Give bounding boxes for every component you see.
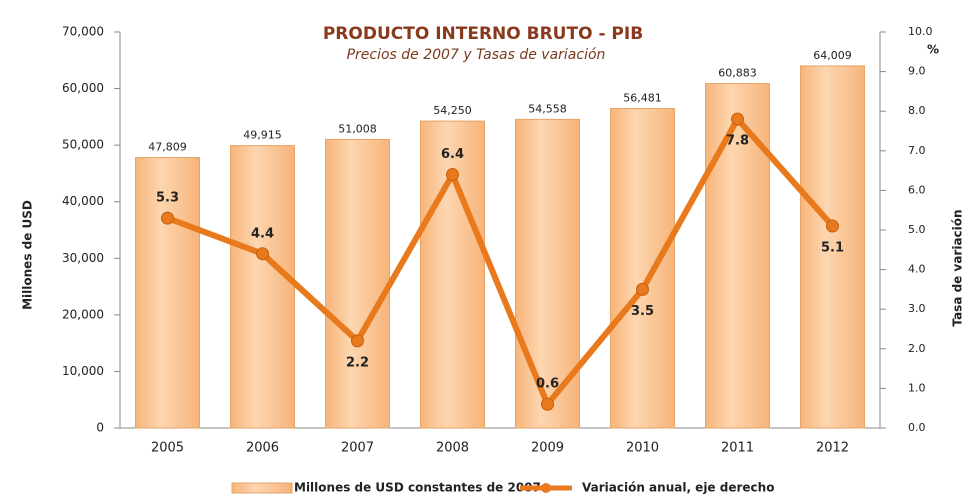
chart: PRODUCTO INTERNO BRUTO - PIB Precios de … [0, 0, 966, 497]
x-tick-label: 2009 [531, 441, 564, 456]
line-value-label: 6.4 [441, 147, 464, 162]
y2-tick-label: 10.0 [908, 25, 933, 38]
bar-value-label: 51,008 [338, 122, 377, 135]
y-tick-label: 70,000 [62, 25, 104, 39]
y2-unit: % [927, 43, 939, 57]
line-value-label: 7.8 [726, 134, 749, 149]
chart-title: PRODUCTO INTERNO BRUTO - PIB [323, 24, 643, 44]
line-value-label: 0.6 [536, 377, 559, 392]
chart-subtitle: Precios de 2007 y Tasas de variación [347, 47, 606, 63]
line-value-label: 5.3 [156, 191, 179, 206]
x-tick-label: 2005 [151, 441, 184, 456]
line-point [352, 335, 364, 347]
bar-value-label: 54,558 [528, 102, 567, 115]
x-tick-label: 2010 [626, 441, 659, 456]
x-tick-label: 2006 [246, 441, 279, 456]
line-point [827, 220, 839, 232]
bar [421, 121, 485, 428]
legend-swatch [232, 483, 292, 493]
y2-tick-label: 8.0 [908, 104, 926, 117]
y2-tick-label: 7.0 [908, 144, 926, 157]
bar-value-label: 60,883 [718, 67, 757, 80]
line-value-label: 3.5 [631, 304, 654, 319]
y2-tick-label: 9.0 [908, 65, 926, 78]
line-point [732, 113, 744, 125]
y2-tick-label: 5.0 [908, 223, 926, 236]
line-value-label: 2.2 [346, 355, 369, 370]
legend-label: Variación anual, eje derecho [582, 481, 774, 495]
line-point [257, 248, 269, 260]
bar-value-label: 49,915 [243, 129, 282, 142]
line-point [542, 398, 554, 410]
x-tick-label: 2008 [436, 441, 469, 456]
y2-tick-label: 2.0 [908, 342, 926, 355]
line-point [637, 283, 649, 295]
bar [611, 108, 675, 428]
bar-value-label: 56,481 [623, 91, 662, 104]
bar-value-label: 64,009 [813, 49, 852, 62]
bar-value-label: 54,250 [433, 104, 472, 117]
line-value-label: 5.1 [821, 241, 844, 256]
y2-tick-label: 0.0 [908, 421, 926, 434]
x-tick-label: 2012 [816, 441, 849, 456]
legend-swatch [541, 483, 551, 493]
x-tick-label: 2011 [721, 441, 754, 456]
y-tick-label: 0 [96, 421, 104, 435]
y-tick-label: 60,000 [62, 81, 104, 95]
y-tick-label: 10,000 [62, 364, 104, 378]
y-axis-title: Millones de USD [21, 200, 35, 310]
y2-tick-label: 4.0 [908, 263, 926, 276]
y2-tick-label: 3.0 [908, 302, 926, 315]
y-tick-label: 40,000 [62, 194, 104, 208]
bar [231, 146, 295, 428]
x-tick-label: 2007 [341, 441, 374, 456]
y2-tick-label: 6.0 [908, 183, 926, 196]
bar [326, 139, 390, 428]
y-tick-label: 30,000 [62, 251, 104, 265]
y2-tick-label: 1.0 [908, 381, 926, 394]
line-point [162, 212, 174, 224]
bar-value-label: 47,809 [148, 141, 187, 154]
y-tick-label: 50,000 [62, 138, 104, 152]
y-tick-label: 20,000 [62, 307, 104, 321]
line-point [447, 169, 459, 181]
legend-label: Millones de USD constantes de 2007 [294, 481, 541, 495]
y2-axis-title: Tasa de variación [951, 209, 965, 326]
line-value-label: 4.4 [251, 226, 274, 241]
